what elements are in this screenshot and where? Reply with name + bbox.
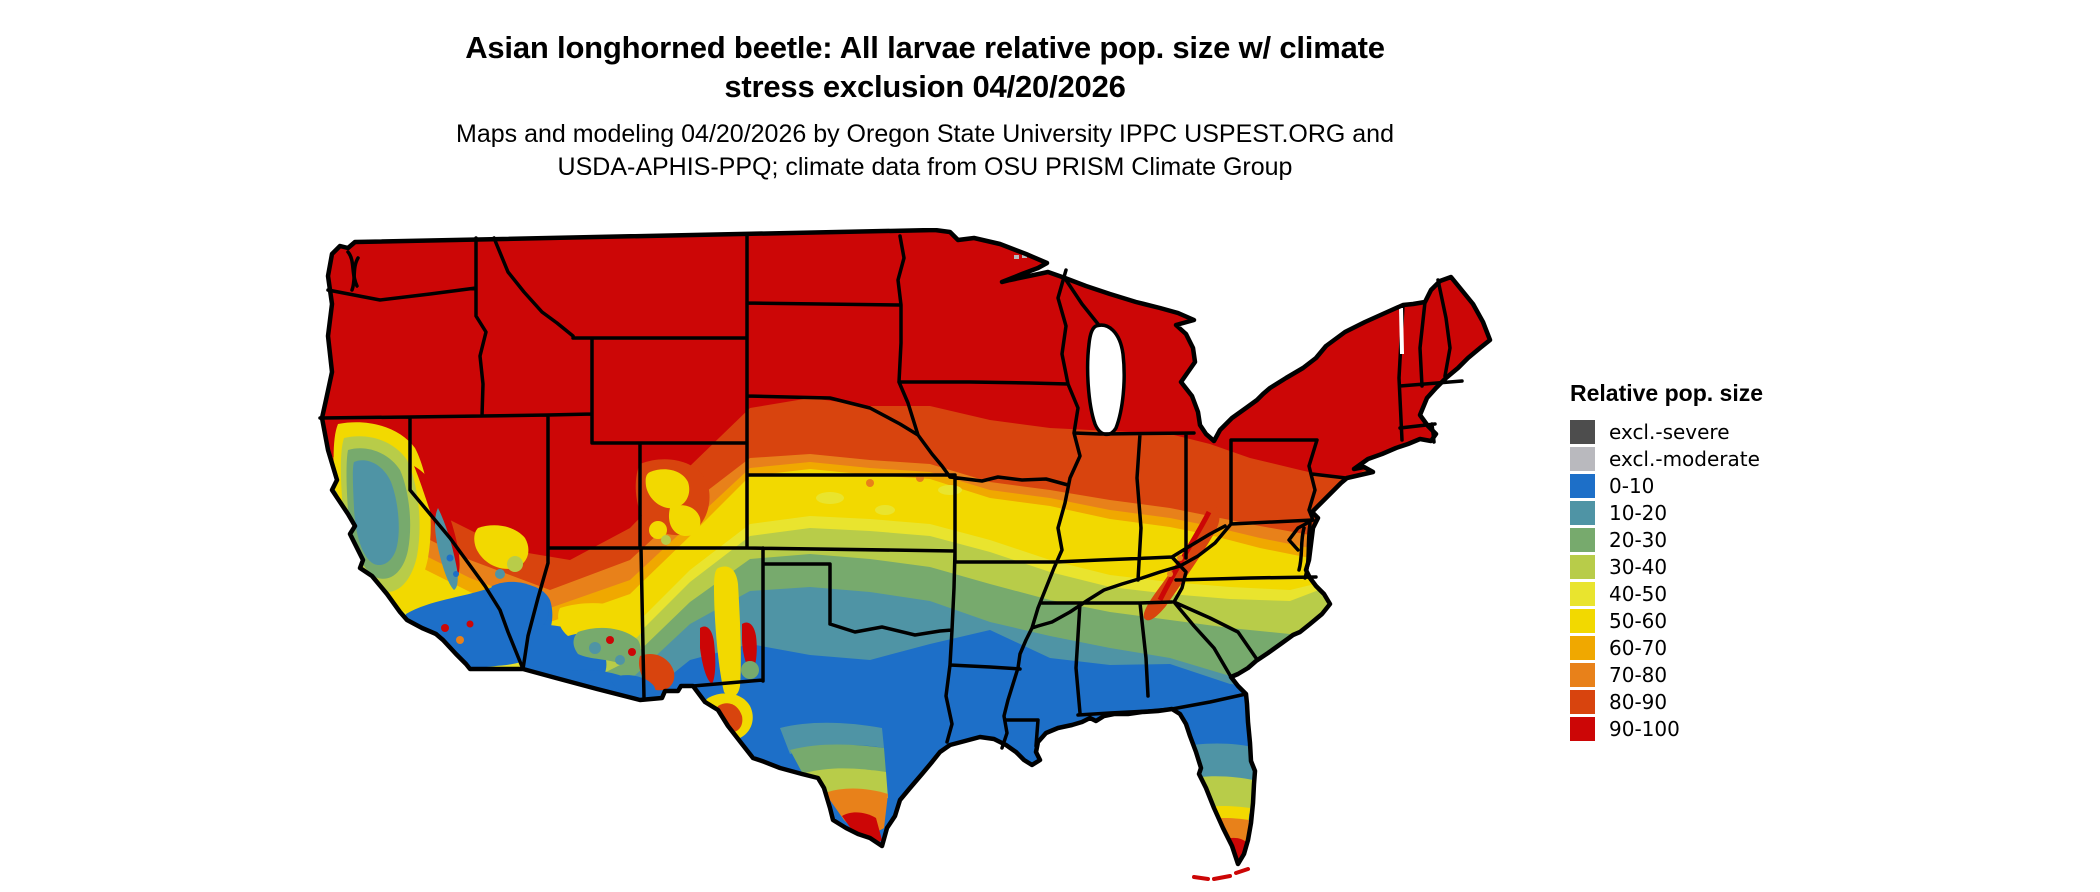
lake-champlain (1399, 307, 1404, 355)
plains-orange-speck (866, 479, 874, 487)
puget-sound (346, 250, 359, 288)
legend-row-10-20: 10-20 (1570, 500, 1990, 526)
legend-swatch-80-90 (1570, 690, 1595, 714)
colorado-yellow-speck (649, 521, 667, 539)
arizona-green-arc (573, 627, 641, 666)
stx-green (790, 744, 886, 778)
chart-subtitle-line2: USDA-APHIS-PPQ; climate data from OSU PR… (557, 153, 1293, 181)
legend-row-70-80: 70-80 (1570, 662, 1990, 688)
nm-red-streak (700, 626, 716, 684)
chart-title-line2: stress exclusion 04/20/2026 (724, 69, 1126, 104)
lake-michigan (1085, 323, 1126, 437)
florida-keys (1192, 867, 1250, 881)
legend-label-40-50: 40-50 (1609, 582, 1668, 606)
california-central-valley (352, 460, 399, 566)
arizona-red-speck (628, 648, 636, 656)
us-outline (319, 228, 1493, 867)
legend-label-80-90: 80-90 (1609, 690, 1668, 714)
legend-label-90-100: 90-100 (1609, 717, 1680, 741)
chesapeake-bay (1303, 522, 1312, 580)
nevada-ygreen-speck (507, 556, 523, 572)
legend-label-60-70: 60-70 (1609, 636, 1668, 660)
legend-row-40-50: 40-50 (1570, 581, 1990, 607)
colorado-yellow-patch (645, 469, 690, 509)
legend-swatch-20-30 (1570, 528, 1595, 552)
stx-teal (780, 722, 884, 754)
arizona-teal-speck (589, 642, 601, 654)
legend-label-30-40: 30-40 (1609, 555, 1668, 579)
legend-row-80-90: 80-90 (1570, 689, 1990, 715)
legend-label-70-80: 70-80 (1609, 663, 1668, 687)
legend-title: Relative pop. size (1570, 380, 1764, 406)
legend-swatch-0-10 (1570, 474, 1595, 498)
legend-label-50-60: 50-60 (1609, 609, 1668, 633)
arizona-teal-speck (615, 655, 625, 665)
rio-grande-yellow-strip (714, 566, 741, 697)
legend-swatch-10-20 (1570, 501, 1595, 525)
legend: Relative pop. size excl.-severe excl.-mo… (1570, 380, 1990, 743)
legend-row-20-30: 20-30 (1570, 527, 1990, 553)
legend-row-60-70: 60-70 (1570, 635, 1990, 661)
arizona-yellow-arc (558, 603, 643, 638)
socal-red-speck (466, 620, 474, 628)
stx-red (842, 812, 882, 844)
legend-swatch-50-60 (1570, 609, 1595, 633)
nm-green-speck (741, 661, 759, 679)
legend-label-0-10: 0-10 (1609, 474, 1655, 498)
chart-subtitle: Maps and modeling 04/20/2026 by Oregon S… (0, 118, 1850, 184)
excl-moderate-speck (1014, 255, 1019, 259)
chart-subtitle-line1: Maps and modeling 04/20/2026 by Oregon S… (456, 120, 1394, 148)
sierra-blue-speck (446, 554, 454, 562)
legend-row-0-10: 0-10 (1570, 473, 1990, 499)
legend-swatch-excl-moderate (1570, 447, 1595, 471)
appalachian-orange-speck (1167, 571, 1173, 577)
legend-label-20-30: 20-30 (1609, 528, 1668, 552)
nevada-teal-speck (495, 569, 505, 579)
sierra-blue-speck (453, 571, 459, 577)
legend-swatch-excl-severe (1570, 420, 1595, 444)
legend-swatch-40-50 (1570, 582, 1595, 606)
socal-red-speck (441, 624, 449, 632)
socal-redorange-speck (434, 640, 442, 648)
appalachian-orange-speck (1177, 555, 1183, 561)
colorado-ygreen-speck (661, 535, 671, 545)
legend-row-30-40: 30-40 (1570, 554, 1990, 580)
legend-swatch-30-40 (1570, 555, 1595, 579)
legend-swatch-70-80 (1570, 663, 1595, 687)
raster-fill (322, 230, 1490, 864)
puget-sound (350, 256, 360, 292)
chesapeake-bay (1297, 526, 1306, 572)
legend-row-excl-moderate: excl.-moderate (1570, 446, 1990, 472)
legend-row-50-60: 50-60 (1570, 608, 1990, 634)
plains-pale-speck (938, 485, 962, 495)
us-map (318, 228, 1493, 881)
chart-title-line1: Asian longhorned beetle: All larvae rela… (465, 30, 1385, 65)
legend-swatch-60-70 (1570, 636, 1595, 660)
socal-orange-speck (456, 636, 464, 644)
excl-moderate-speck (1022, 254, 1027, 258)
arizona-red-speck (606, 636, 614, 644)
state-boundaries (318, 234, 1464, 750)
plains-pale-speck (875, 505, 895, 515)
chart-title: Asian longhorned beetle: All larvae rela… (0, 28, 1850, 106)
colorado-yellow-patch (668, 505, 701, 536)
legend-label-excl-severe: excl.-severe (1609, 420, 1730, 444)
legend-label-10-20: 10-20 (1609, 501, 1668, 525)
plains-pale-speck (816, 492, 844, 504)
nm-red-streak (742, 622, 757, 672)
legend-swatch-90-100 (1570, 717, 1595, 741)
legend-label-excl-moderate: excl.-moderate (1609, 447, 1760, 471)
legend-row-90-100: 90-100 (1570, 716, 1990, 742)
legend-row-excl-severe: excl.-severe (1570, 419, 1990, 445)
